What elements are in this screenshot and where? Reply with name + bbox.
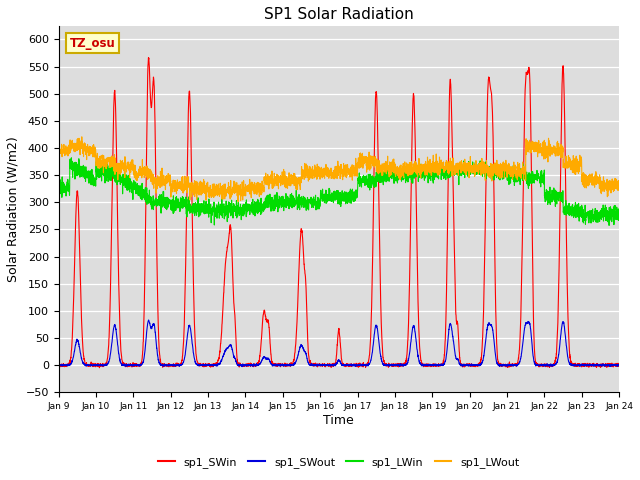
sp1_SWin bbox=[95, 365, 103, 371]
sp1_LWin bbox=[562, 209, 570, 215]
sp1_SWin bbox=[615, 362, 623, 368]
sp1_SWout bbox=[563, 340, 570, 346]
sp1_LWout bbox=[563, 165, 570, 171]
sp1_LWout bbox=[404, 170, 412, 176]
X-axis label: Time: Time bbox=[323, 414, 354, 427]
sp1_LWin bbox=[605, 223, 613, 228]
sp1_LWout bbox=[234, 199, 242, 204]
sp1_SWout bbox=[615, 361, 623, 367]
sp1_SWin bbox=[404, 342, 412, 348]
sp1_SWin bbox=[145, 55, 152, 60]
sp1_SWout bbox=[404, 360, 412, 366]
sp1_SWin bbox=[175, 361, 183, 367]
Line: sp1_SWout: sp1_SWout bbox=[59, 320, 619, 367]
sp1_SWout bbox=[238, 364, 246, 370]
sp1_SWin bbox=[55, 362, 63, 368]
sp1_SWout bbox=[145, 317, 152, 323]
sp1_LWin bbox=[615, 210, 623, 216]
sp1_SWout bbox=[55, 362, 63, 368]
sp1_LWout bbox=[78, 134, 86, 140]
Y-axis label: Solar Radiation (W/m2): Solar Radiation (W/m2) bbox=[7, 136, 20, 282]
sp1_SWin bbox=[212, 361, 220, 367]
sp1_SWout bbox=[615, 363, 623, 369]
sp1_LWin bbox=[211, 205, 219, 211]
sp1_SWout bbox=[211, 362, 219, 368]
sp1_LWin bbox=[68, 155, 76, 161]
sp1_LWin bbox=[175, 204, 182, 210]
sp1_LWin bbox=[615, 205, 623, 211]
sp1_LWin bbox=[394, 168, 401, 173]
Line: sp1_LWin: sp1_LWin bbox=[59, 158, 619, 226]
sp1_LWin bbox=[55, 185, 63, 191]
sp1_SWin bbox=[563, 213, 570, 219]
Title: SP1 Solar Radiation: SP1 Solar Radiation bbox=[264, 7, 413, 22]
sp1_SWin bbox=[394, 360, 402, 366]
sp1_LWout bbox=[615, 182, 623, 188]
sp1_LWin bbox=[404, 179, 412, 185]
sp1_LWout bbox=[211, 193, 219, 199]
Text: TZ_osu: TZ_osu bbox=[70, 37, 116, 50]
sp1_LWout bbox=[394, 166, 402, 172]
sp1_LWout bbox=[55, 150, 63, 156]
Legend: sp1_SWin, sp1_SWout, sp1_LWin, sp1_LWout: sp1_SWin, sp1_SWout, sp1_LWin, sp1_LWout bbox=[154, 453, 524, 473]
sp1_SWout bbox=[394, 362, 402, 368]
sp1_SWout bbox=[175, 362, 182, 368]
sp1_LWout bbox=[615, 182, 623, 188]
Line: sp1_SWin: sp1_SWin bbox=[59, 58, 619, 368]
Line: sp1_LWout: sp1_LWout bbox=[59, 137, 619, 202]
sp1_SWin bbox=[615, 362, 623, 368]
sp1_LWout bbox=[175, 185, 182, 191]
